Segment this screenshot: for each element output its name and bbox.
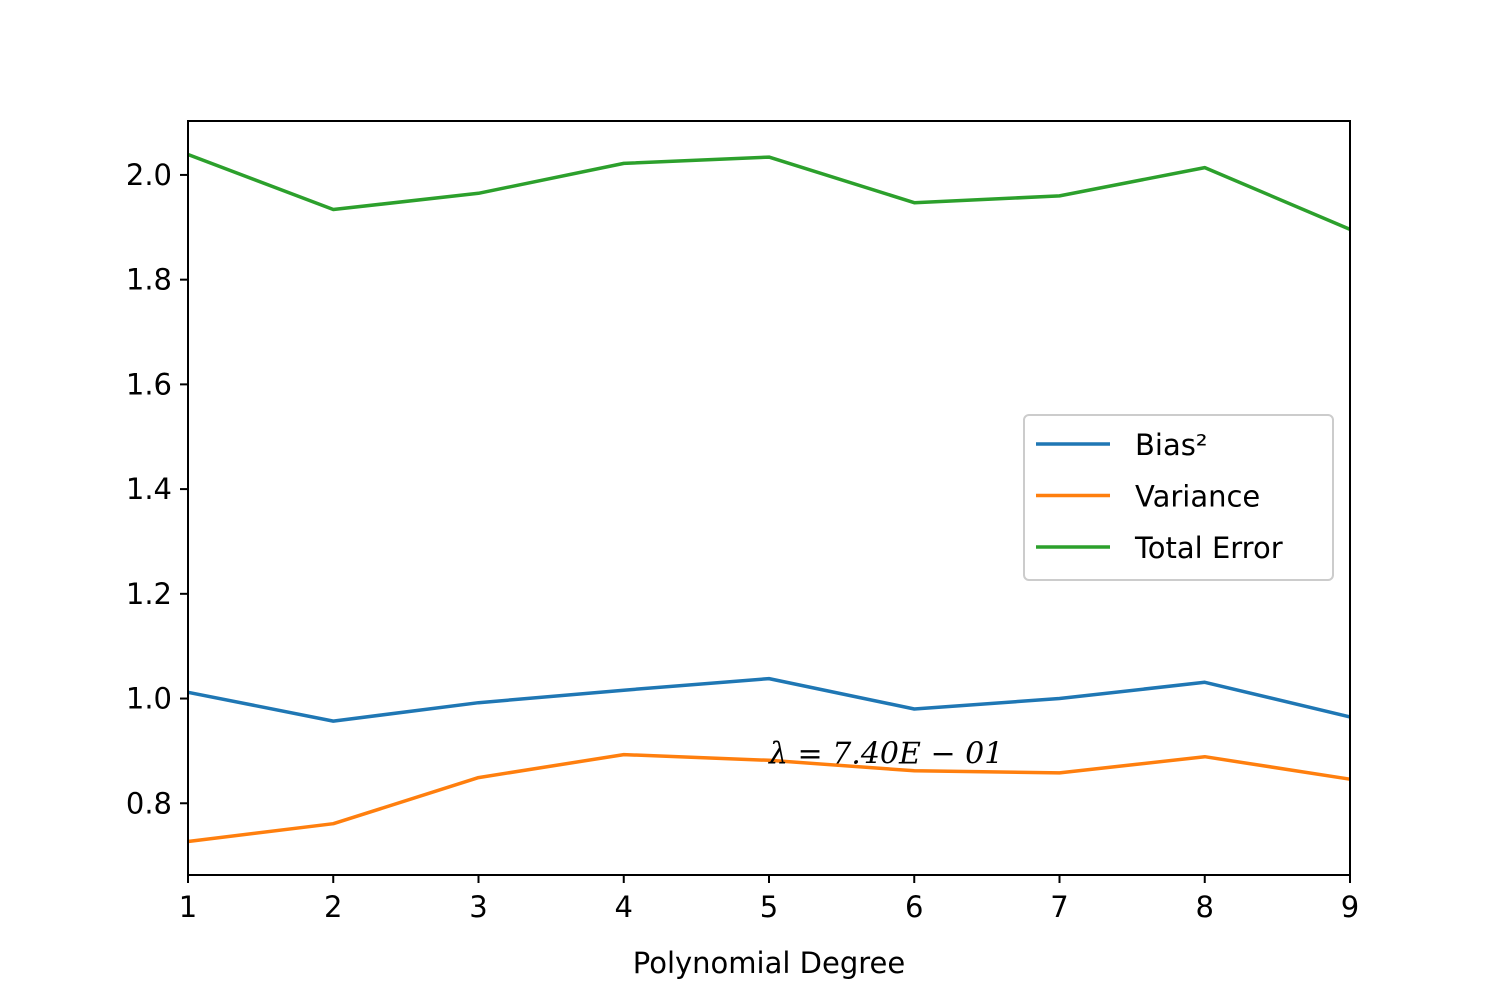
series-line-1 — [187, 676, 1351, 723]
x-tick-label: 7 — [1050, 890, 1068, 924]
x-axis: 1 2 3 4 5 6 7 8 9 — [179, 875, 1359, 924]
x-tick-label: 8 — [1196, 890, 1214, 924]
legend: Bias² Variance Total Error — [1023, 414, 1334, 581]
lambda-annotation: λ = 7.40E − 01 — [768, 736, 1003, 771]
x-tick-label: 6 — [905, 890, 923, 924]
y-tick-label: 1.6 — [126, 367, 172, 401]
legend-label-3: Total Error — [1134, 531, 1283, 565]
series-line-2 — [187, 752, 1351, 844]
y-tick-label: 1.8 — [126, 263, 172, 297]
y-tick-label: 0.8 — [126, 786, 172, 820]
x-tick-label: 2 — [324, 890, 342, 924]
y-tick-label: 2.0 — [126, 158, 172, 192]
x-tick-label: 3 — [469, 890, 487, 924]
series-lines — [187, 152, 1351, 844]
x-tick-label: 9 — [1341, 890, 1359, 924]
y-tick-label: 1.4 — [126, 472, 172, 506]
x-tick-label: 5 — [760, 890, 778, 924]
x-axis-label: Polynomial Degree — [633, 946, 905, 980]
x-tick-label: 4 — [615, 890, 633, 924]
legend-label-1: Bias² — [1135, 428, 1207, 462]
y-tick-label: 1.2 — [126, 577, 172, 611]
x-tick-label: 1 — [179, 890, 197, 924]
series-line-3 — [187, 152, 1351, 232]
legend-label-2: Variance — [1135, 480, 1260, 514]
y-tick-label: 1.0 — [126, 682, 172, 716]
legend-box — [1023, 414, 1334, 581]
y-axis: 0.8 1.0 1.2 1.4 1.6 1.8 2.0 — [126, 158, 188, 820]
